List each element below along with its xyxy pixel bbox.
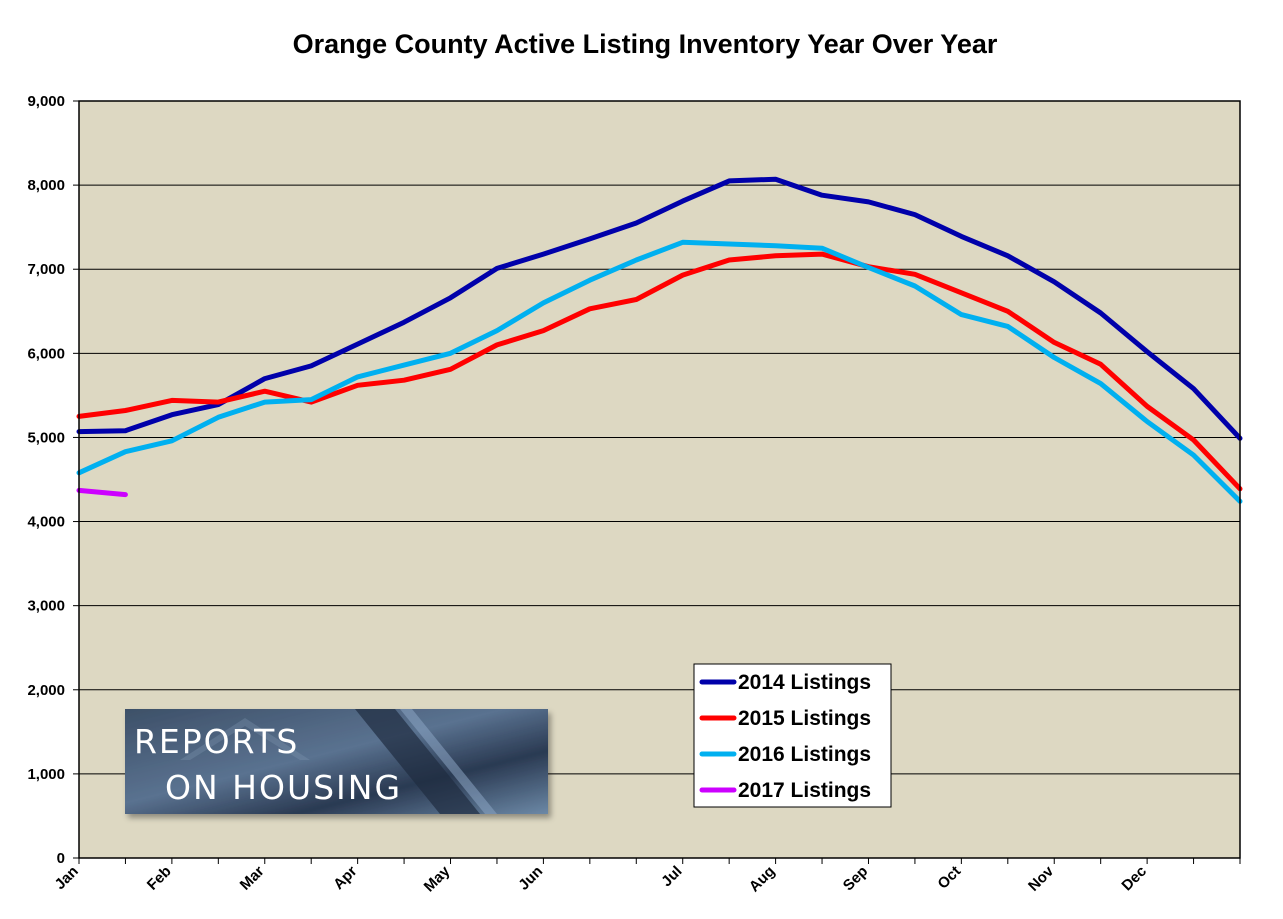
x-tick-label: Jan	[52, 863, 82, 893]
legend: 2014 Listings 2015 Listings 2016 Listings 2…	[693, 663, 892, 808]
logo-stripe	[400, 709, 497, 814]
legend-label: 2016 Listings	[738, 743, 871, 766]
series-line-2016-listings	[76, 239, 1243, 504]
house-roof-icon	[180, 718, 310, 760]
x-axis-ticks: Jan Feb Mar Apr May Jun Jul Aug Sep Oct Nov Dec	[52, 858, 1241, 896]
x-tick-label: Oct	[934, 863, 964, 893]
series-line-2015-listings	[76, 251, 1243, 492]
x-tick-label: Nov	[1025, 862, 1058, 895]
y-tick-label: 3,000	[27, 598, 65, 615]
x-tick-label: Mar	[237, 863, 268, 894]
chart-title: Orange County Active Listing Inventory Y…	[293, 29, 998, 59]
x-tick-label: Jun	[515, 863, 546, 894]
x-tick-label: Aug	[746, 863, 779, 896]
logo-stripe	[355, 709, 480, 814]
y-tick-label: 8,000	[27, 177, 65, 194]
legend-label: 2015 Listings	[738, 707, 871, 730]
y-tick-label: 4,000	[27, 514, 65, 531]
y-tick-label: 0	[57, 850, 65, 867]
x-tick-label: Sep	[840, 863, 871, 894]
x-tick-label: Feb	[144, 863, 175, 894]
x-tick-label: Jul	[658, 863, 685, 890]
y-tick-label: 2,000	[27, 682, 65, 699]
y-tick-label: 5,000	[27, 429, 65, 446]
series-line-2017-listings	[76, 487, 128, 498]
legend-box	[693, 663, 892, 808]
x-tick-label: May	[421, 862, 454, 895]
reports-on-housing-logo: REPORTS ON HOUSING	[125, 709, 548, 814]
y-tick-label: 9,000	[27, 93, 65, 110]
y-axis-ticks: 0 1,000 2,000 3,000 4,000 5,000 6,000 7,000 8,00…	[27, 93, 79, 867]
x-tick-label: Dec	[1118, 863, 1149, 894]
y-tick-label: 6,000	[27, 345, 65, 362]
logo-line-1: REPORTS	[134, 722, 299, 761]
x-tick-label: Apr	[330, 863, 360, 893]
series-lines	[76, 176, 1243, 504]
y-tick-label: 1,000	[27, 766, 65, 783]
series-line-2014-listings	[76, 176, 1243, 441]
y-tick-label: 7,000	[27, 261, 65, 278]
legend-label: 2017 Listings	[738, 779, 871, 802]
plot-border	[78, 100, 1241, 859]
legend-label: 2014 Listings	[738, 671, 871, 694]
logo-line-2: ON HOUSING	[165, 768, 402, 807]
